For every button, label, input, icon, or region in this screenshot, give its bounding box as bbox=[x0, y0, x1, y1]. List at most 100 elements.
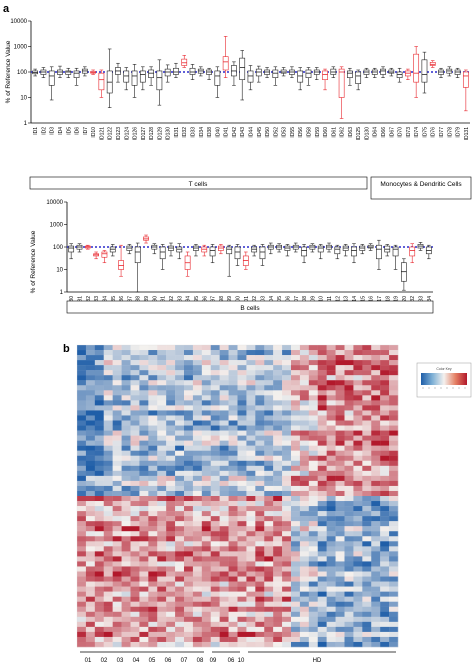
heatmap-cell bbox=[201, 531, 211, 537]
heatmap-cell bbox=[192, 410, 203, 416]
top-xtick-label: ID52 bbox=[273, 127, 279, 138]
heatmap-cell bbox=[389, 616, 399, 623]
heatmap-cell bbox=[112, 586, 122, 592]
heatmap-cell bbox=[371, 561, 381, 567]
heatmap-cell bbox=[282, 420, 292, 426]
heatmap-cell bbox=[353, 485, 363, 492]
heatmap-cell bbox=[85, 460, 96, 466]
heatmap-cell bbox=[103, 611, 113, 617]
heatmap-cell bbox=[344, 531, 354, 537]
heatmap-cell bbox=[326, 526, 336, 532]
heatmap-cell bbox=[353, 445, 363, 451]
heatmap-cell bbox=[85, 626, 96, 633]
heatmap-cell bbox=[273, 571, 283, 577]
heatmap-cell bbox=[291, 546, 301, 552]
heatmap-cell bbox=[317, 606, 327, 612]
heatmap-cell bbox=[291, 395, 301, 401]
heatmap-cell bbox=[282, 521, 292, 527]
heatmap-cell bbox=[210, 496, 220, 502]
heatmap-cell bbox=[103, 586, 113, 592]
bot-box-ID91 bbox=[159, 244, 166, 270]
heatmap-cell bbox=[326, 345, 336, 351]
heatmap-cell bbox=[228, 485, 238, 492]
heatmap-cell bbox=[130, 506, 140, 512]
heatmap-cell bbox=[308, 551, 318, 557]
heatmap-cell bbox=[335, 395, 345, 401]
heatmap-cell bbox=[184, 611, 194, 617]
heatmap-cell bbox=[121, 465, 131, 472]
heatmap-cell bbox=[77, 536, 87, 542]
heatmap-cell bbox=[228, 365, 238, 371]
heatmap-cell bbox=[371, 470, 381, 477]
heatmap-cell bbox=[201, 380, 211, 386]
heatmap-cell bbox=[94, 501, 104, 507]
heatmap-cell bbox=[326, 410, 336, 416]
heatmap-cell bbox=[139, 440, 149, 446]
heatmap-cell bbox=[299, 440, 310, 446]
heatmap-cell bbox=[94, 405, 104, 411]
heatmap-cell bbox=[344, 485, 354, 492]
heatmap-cell bbox=[291, 440, 301, 446]
heatmap-cell bbox=[192, 506, 203, 512]
heatmap-cell bbox=[299, 415, 310, 421]
heatmap-cell bbox=[291, 626, 301, 633]
heatmap-cell bbox=[219, 556, 229, 562]
heatmap-cell bbox=[219, 415, 229, 421]
heatmap-cell bbox=[201, 571, 211, 577]
heatmap-cell bbox=[282, 621, 292, 628]
heatmap-cell bbox=[219, 420, 229, 426]
heatmap-cell bbox=[255, 496, 265, 502]
top-box-ID56 bbox=[297, 67, 304, 91]
heatmap-cell bbox=[389, 435, 399, 441]
heatmap-cell bbox=[255, 611, 265, 617]
heatmap-cell bbox=[282, 551, 292, 557]
top-box-ID33 bbox=[189, 64, 196, 80]
heatmap-cell bbox=[308, 571, 318, 577]
heatmap-cell bbox=[157, 641, 167, 648]
heatmap-cell bbox=[282, 531, 292, 537]
heatmap-cell bbox=[344, 445, 354, 451]
heatmap-cell bbox=[166, 561, 176, 567]
heatmap-cell bbox=[85, 415, 96, 421]
heatmap-group-label: 06 bbox=[165, 658, 172, 664]
heatmap-cell bbox=[184, 445, 194, 451]
heatmap-cell bbox=[184, 365, 194, 371]
heatmap-cell bbox=[353, 490, 363, 497]
heatmap-cell bbox=[326, 551, 336, 557]
heatmap-cell bbox=[157, 531, 167, 537]
heatmap-cell bbox=[237, 355, 247, 361]
heatmap-cell bbox=[335, 561, 345, 567]
heatmap-cell bbox=[237, 420, 247, 426]
heatmap-cell bbox=[85, 561, 96, 567]
heatmap-cell bbox=[371, 636, 381, 643]
heatmap-cell bbox=[308, 586, 318, 592]
heatmap-cell bbox=[175, 435, 185, 441]
heatmap-cell bbox=[344, 611, 354, 617]
heatmap-cell bbox=[139, 561, 149, 567]
heatmap-cell bbox=[255, 556, 265, 562]
heatmap-cell bbox=[210, 350, 220, 356]
heatmap-cell bbox=[255, 586, 265, 592]
heatmap-cell bbox=[380, 521, 390, 527]
heatmap-cell bbox=[228, 531, 238, 537]
heatmap-cell bbox=[344, 581, 354, 587]
heatmap-cell bbox=[362, 571, 372, 577]
bot-box-ID112 bbox=[334, 244, 341, 260]
heatmap-cell bbox=[103, 405, 113, 411]
heatmap-cell bbox=[246, 521, 256, 527]
heatmap-cell bbox=[246, 435, 256, 441]
heatmap-cell bbox=[94, 566, 104, 572]
heatmap-cell bbox=[192, 616, 203, 623]
heatmap-cell bbox=[282, 390, 292, 396]
heatmap-cell bbox=[273, 636, 283, 643]
heatmap-cell bbox=[103, 410, 113, 416]
heatmap-cell bbox=[291, 511, 301, 517]
heatmap-cell bbox=[353, 551, 363, 557]
heatmap-cell bbox=[308, 425, 318, 431]
heatmap-cell bbox=[201, 616, 211, 623]
heatmap-cell bbox=[299, 526, 310, 532]
heatmap-cell bbox=[246, 460, 256, 466]
heatmap-cell bbox=[335, 511, 345, 517]
heatmap-cell bbox=[291, 551, 301, 557]
heatmap-cell bbox=[94, 415, 104, 421]
